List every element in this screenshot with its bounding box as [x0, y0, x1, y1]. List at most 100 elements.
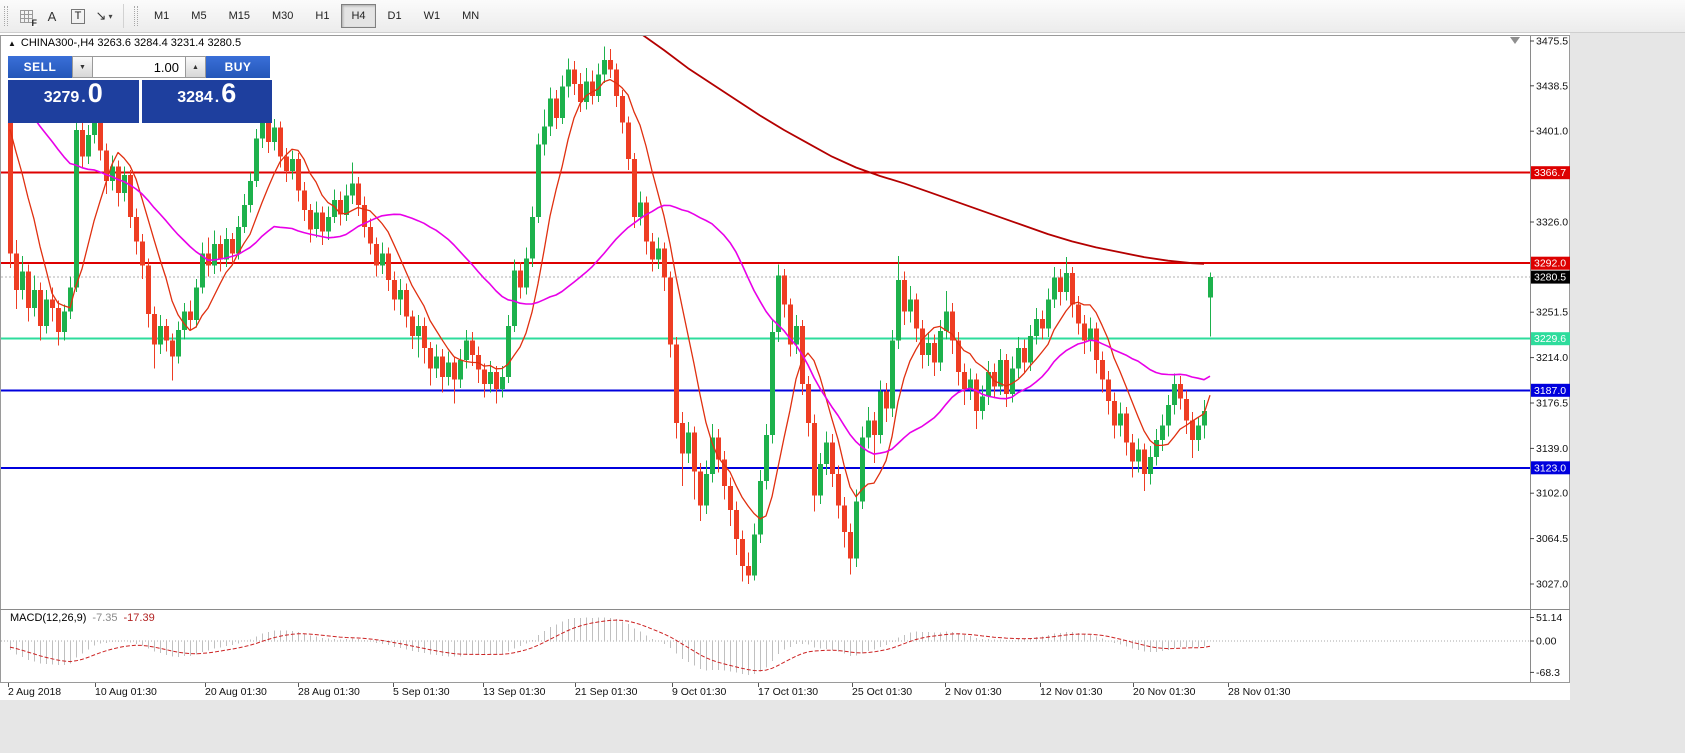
candle — [638, 191, 643, 226]
candle — [62, 304, 67, 341]
candle — [422, 317, 427, 364]
macd-axis[interactable]: 51.14 0.00 -68.3 — [1530, 612, 1562, 679]
price-axis-label: 3139.0 — [1536, 443, 1568, 455]
candle — [1202, 400, 1207, 439]
price-level-badge: 3292.0 — [1531, 256, 1570, 270]
candle — [842, 496, 847, 548]
candle — [740, 530, 745, 582]
candle — [44, 289, 49, 334]
dropdown-caret-icon: ▾ — [108, 11, 113, 21]
candle — [824, 431, 829, 475]
timeframe-button-mn[interactable]: MN — [462, 10, 480, 22]
candle — [1184, 390, 1189, 434]
volume-increase-button[interactable]: ▲ — [185, 56, 206, 78]
candle — [272, 119, 277, 151]
candle — [956, 332, 961, 386]
toolbar-grip[interactable] — [4, 6, 8, 26]
buy-price-display[interactable]: 3284 . 6 — [141, 80, 272, 123]
candle — [986, 361, 991, 405]
candle — [770, 320, 775, 444]
text-tool-button[interactable]: T — [66, 4, 90, 28]
candle — [458, 349, 463, 388]
time-axis-label: 12 Nov 01:30 — [1040, 686, 1103, 698]
timeframe-group: M1 M5 M15 M30 H1 H4 D1 W1 MN — [143, 4, 490, 28]
time-axis-label: 20 Aug 01:30 — [205, 686, 267, 698]
price-level-badge: 3366.7 — [1531, 166, 1570, 180]
time-axis[interactable]: 2 Aug 2018 10 Aug 01:30 20 Aug 01:30 28 Aug… — [8, 683, 1291, 698]
price-axis-label: 3475.5 — [1536, 36, 1568, 48]
volume-input[interactable] — [93, 56, 185, 78]
candle — [110, 155, 115, 191]
price-level-badge: 3229.6 — [1531, 332, 1570, 346]
toolbar-separator — [123, 4, 124, 28]
candle — [908, 286, 913, 323]
candle — [962, 363, 967, 405]
candles-layer — [8, 46, 1213, 584]
candle — [830, 433, 835, 488]
candle — [14, 240, 19, 310]
candle — [902, 271, 907, 325]
macd-name: MACD(12,26,9) — [10, 612, 87, 624]
timeframe-button-d1[interactable]: D1 — [387, 10, 402, 22]
candle — [482, 363, 487, 398]
timeframe-toolbar-grip[interactable] — [134, 6, 138, 26]
candle — [1094, 322, 1099, 374]
candle — [950, 303, 955, 354]
candle — [1208, 272, 1213, 337]
candle — [932, 334, 937, 376]
time-axis-label: 5 Sep 01:30 — [393, 686, 450, 698]
candle — [1112, 392, 1117, 439]
candle — [242, 194, 247, 233]
candle — [806, 375, 811, 437]
macd-histogram — [10, 617, 1211, 675]
time-axis-label: 17 Oct 01:30 — [758, 686, 818, 698]
price-axis[interactable]: 3475.5 3438.5 3401.0 3326.0 3251.5 3214.0 3176… — [1530, 36, 1568, 591]
moving-averages-layer — [9, 36, 1211, 520]
candle — [1136, 438, 1141, 473]
price-badges: 3366.7 3292.0 3229.6 3187.0 3123.0 3280.5 — [1531, 166, 1570, 475]
candle — [812, 414, 817, 512]
data-grid-button[interactable]: F — [14, 4, 38, 28]
candle — [194, 278, 199, 328]
timeframe-button-m1[interactable]: M1 — [154, 10, 170, 22]
candle — [1118, 402, 1123, 437]
timeframe-button-h1[interactable]: H1 — [315, 10, 330, 22]
volume-decrease-button[interactable]: ▼ — [72, 56, 93, 78]
chart-shift-marker-icon[interactable] — [1510, 37, 1520, 44]
buy-button[interactable]: BUY — [206, 56, 270, 78]
candle — [350, 162, 355, 204]
candle — [338, 191, 343, 226]
timeframe-button-w1[interactable]: W1 — [423, 10, 441, 22]
candle — [230, 232, 235, 265]
candle — [152, 306, 157, 369]
annotation-button[interactable]: A — [40, 4, 64, 28]
macd-axis-label: 51.14 — [1536, 612, 1562, 624]
timeframe-button-m5[interactable]: M5 — [191, 10, 207, 22]
candle — [1148, 446, 1153, 485]
candle — [890, 329, 895, 417]
candle — [80, 117, 85, 168]
timeframe-button-h4[interactable]: H4 — [341, 4, 376, 28]
sell-price-display[interactable]: 3279 . 0 — [8, 80, 139, 123]
candle — [452, 356, 457, 404]
candle — [716, 429, 721, 473]
candle — [314, 201, 319, 238]
candle — [38, 282, 43, 341]
crosshair-tool-button[interactable]: ↘ ▾ — [92, 4, 116, 28]
timeframe-button-m15[interactable]: M15 — [228, 10, 250, 22]
collapse-triangle-icon[interactable]: ▲ — [8, 38, 16, 48]
chart-canvas[interactable]: 3475.5 3438.5 3401.0 3326.0 3251.5 3214.0 3176… — [0, 33, 1570, 700]
candle — [1154, 429, 1159, 466]
timeframe-button-m30[interactable]: M30 — [271, 10, 294, 22]
candle — [386, 247, 391, 291]
time-axis-label: 13 Sep 01:30 — [483, 686, 546, 698]
candle — [710, 424, 715, 483]
price-level-badge: 3123.0 — [1531, 461, 1570, 475]
candle — [1022, 339, 1027, 374]
candle — [494, 366, 499, 404]
sell-button[interactable]: SELL — [8, 56, 72, 78]
candle — [176, 321, 181, 364]
candle — [998, 349, 1003, 396]
candle — [1166, 395, 1171, 437]
candle — [500, 366, 505, 398]
